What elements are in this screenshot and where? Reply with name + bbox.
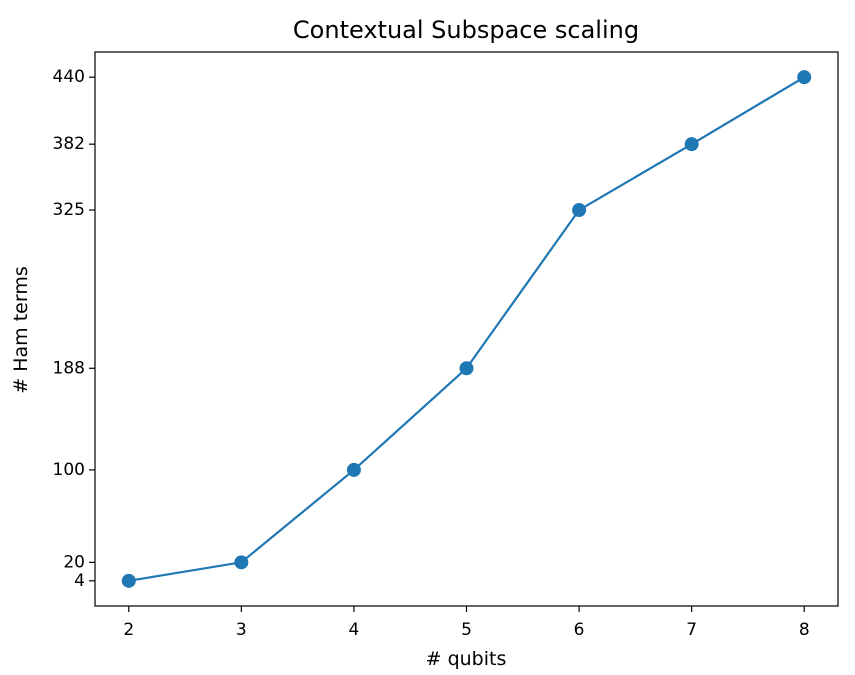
y-tick-label-4: 325 <box>53 200 85 220</box>
y-tick-label-0: 4 <box>74 571 85 591</box>
x-tick-label-2: 4 <box>349 620 360 640</box>
data-point-0-0 <box>121 573 136 588</box>
x-tick-label-6: 8 <box>799 620 810 640</box>
y-axis-ticks: 420 100 188 325 382 440 <box>53 67 95 591</box>
data-point-0-1 <box>234 555 249 570</box>
x-axis-label: # qubits <box>426 648 507 670</box>
chart-title: Contextual Subspace scaling <box>293 16 639 44</box>
x-tick-label-4: 6 <box>574 620 585 640</box>
plot-frame <box>94 51 839 607</box>
data-point-0-4 <box>572 203 587 218</box>
x-tick-label-5: 7 <box>686 620 697 640</box>
y-tick-label-6: 440 <box>53 67 85 87</box>
y-tick-label-2: 100 <box>53 460 85 480</box>
x-tick-label-3: 5 <box>461 620 472 640</box>
data-point-0-5 <box>684 137 699 152</box>
data-point-0-6 <box>797 70 812 85</box>
x-axis-ticks: 2 3 4 5 6 7 8 <box>123 606 810 640</box>
x-tick-label-1: 3 <box>236 620 247 640</box>
data-point-0-3 <box>459 361 474 376</box>
y-tick-label-1: 20 <box>63 552 85 572</box>
y-axis-label: # Ham terms <box>10 266 32 393</box>
x-tick-label-0: 2 <box>123 620 134 640</box>
series-layer <box>121 70 812 588</box>
y-tick-label-3: 188 <box>53 358 85 378</box>
data-point-0-2 <box>346 462 361 477</box>
series-line-0 <box>128 76 805 582</box>
y-tick-label-5: 382 <box>53 134 85 154</box>
